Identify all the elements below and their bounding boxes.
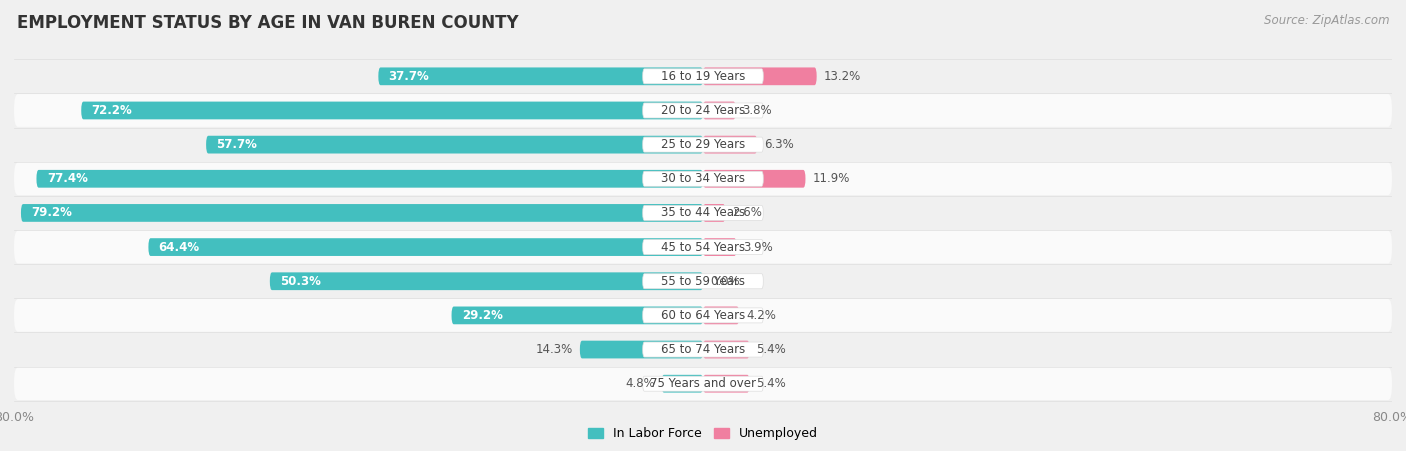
Text: 57.7%: 57.7% (217, 138, 257, 151)
Text: 6.3%: 6.3% (763, 138, 794, 151)
FancyBboxPatch shape (703, 307, 740, 324)
FancyBboxPatch shape (703, 341, 749, 359)
Text: 25 to 29 Years: 25 to 29 Years (661, 138, 745, 151)
Text: 0.0%: 0.0% (710, 275, 740, 288)
FancyBboxPatch shape (703, 238, 737, 256)
FancyBboxPatch shape (37, 170, 703, 188)
Text: 77.4%: 77.4% (46, 172, 87, 185)
FancyBboxPatch shape (149, 238, 703, 256)
Text: 2.6%: 2.6% (733, 207, 762, 220)
FancyBboxPatch shape (703, 375, 749, 392)
FancyBboxPatch shape (14, 333, 1392, 366)
Text: 75 Years and over: 75 Years and over (650, 377, 756, 390)
FancyBboxPatch shape (207, 136, 703, 153)
FancyBboxPatch shape (14, 162, 1392, 195)
FancyBboxPatch shape (643, 137, 763, 152)
Text: 14.3%: 14.3% (536, 343, 574, 356)
FancyBboxPatch shape (643, 274, 763, 289)
Text: 5.4%: 5.4% (756, 343, 786, 356)
FancyBboxPatch shape (579, 341, 703, 359)
FancyBboxPatch shape (643, 205, 763, 221)
FancyBboxPatch shape (14, 128, 1392, 161)
Text: 50.3%: 50.3% (280, 275, 321, 288)
FancyBboxPatch shape (14, 60, 1392, 93)
Text: 5.4%: 5.4% (756, 377, 786, 390)
FancyBboxPatch shape (703, 68, 817, 85)
Legend: In Labor Force, Unemployed: In Labor Force, Unemployed (583, 423, 823, 446)
FancyBboxPatch shape (451, 307, 703, 324)
FancyBboxPatch shape (14, 94, 1392, 127)
Text: 60 to 64 Years: 60 to 64 Years (661, 309, 745, 322)
FancyBboxPatch shape (82, 101, 703, 120)
Text: 11.9%: 11.9% (813, 172, 849, 185)
FancyBboxPatch shape (643, 171, 763, 186)
Text: 37.7%: 37.7% (388, 70, 429, 83)
FancyBboxPatch shape (703, 204, 725, 222)
Text: 4.8%: 4.8% (626, 377, 655, 390)
Text: 64.4%: 64.4% (159, 240, 200, 253)
Text: 45 to 54 Years: 45 to 54 Years (661, 240, 745, 253)
Text: 3.8%: 3.8% (742, 104, 772, 117)
FancyBboxPatch shape (662, 375, 703, 392)
Text: 79.2%: 79.2% (31, 207, 72, 220)
FancyBboxPatch shape (703, 136, 758, 153)
FancyBboxPatch shape (703, 101, 735, 120)
Text: 4.2%: 4.2% (747, 309, 776, 322)
Text: 13.2%: 13.2% (824, 70, 860, 83)
Text: 35 to 44 Years: 35 to 44 Years (661, 207, 745, 220)
Text: 16 to 19 Years: 16 to 19 Years (661, 70, 745, 83)
FancyBboxPatch shape (14, 231, 1392, 263)
Text: 30 to 34 Years: 30 to 34 Years (661, 172, 745, 185)
Text: EMPLOYMENT STATUS BY AGE IN VAN BUREN COUNTY: EMPLOYMENT STATUS BY AGE IN VAN BUREN CO… (17, 14, 519, 32)
FancyBboxPatch shape (14, 299, 1392, 332)
Text: 65 to 74 Years: 65 to 74 Years (661, 343, 745, 356)
FancyBboxPatch shape (21, 204, 703, 222)
FancyBboxPatch shape (643, 103, 763, 118)
Text: 3.9%: 3.9% (744, 240, 773, 253)
FancyBboxPatch shape (643, 376, 763, 391)
FancyBboxPatch shape (643, 308, 763, 323)
Text: 20 to 24 Years: 20 to 24 Years (661, 104, 745, 117)
Text: 72.2%: 72.2% (91, 104, 132, 117)
FancyBboxPatch shape (14, 197, 1392, 229)
Text: 29.2%: 29.2% (461, 309, 503, 322)
Text: Source: ZipAtlas.com: Source: ZipAtlas.com (1264, 14, 1389, 27)
FancyBboxPatch shape (378, 68, 703, 85)
FancyBboxPatch shape (703, 170, 806, 188)
FancyBboxPatch shape (643, 239, 763, 255)
FancyBboxPatch shape (14, 367, 1392, 400)
FancyBboxPatch shape (643, 342, 763, 357)
FancyBboxPatch shape (643, 69, 763, 84)
FancyBboxPatch shape (270, 272, 703, 290)
FancyBboxPatch shape (14, 265, 1392, 298)
Text: 55 to 59 Years: 55 to 59 Years (661, 275, 745, 288)
